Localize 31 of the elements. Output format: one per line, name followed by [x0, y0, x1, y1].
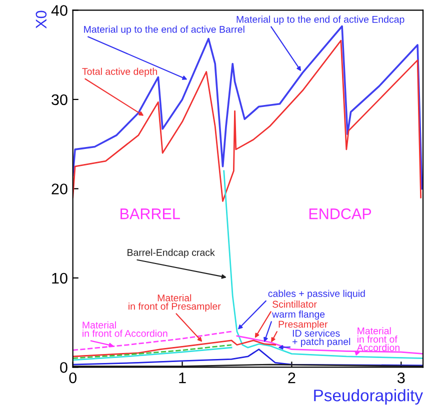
line-series	[236, 335, 424, 355]
annotation: Barrel-Endcap crack	[128, 248, 215, 258]
annotation: Material in front of Accordion	[356, 327, 400, 352]
x-tick-label: 3	[397, 372, 405, 384]
x-tick-label: 1	[179, 372, 186, 384]
y-tick-label: 10	[52, 272, 68, 284]
annotation: Scintillator	[272, 300, 317, 308]
line-series	[72, 40, 422, 202]
x-tick-label: 0	[69, 372, 76, 384]
y-tick-label: 30	[52, 94, 68, 106]
line-series	[72, 340, 276, 358]
line-series	[223, 170, 424, 359]
annotation: Material up to the end of active Endcap	[236, 16, 404, 25]
annotation: Total active depth	[82, 68, 157, 77]
x-tick-label: 2	[288, 372, 296, 384]
annotation: Material in front of Presampler	[128, 294, 221, 312]
annotation: Material up to the end of active Barrel	[84, 26, 244, 35]
annotation: ENDCAP	[309, 208, 372, 220]
y-axis-title: X0	[36, 10, 47, 29]
annotation: cables + passive liquid	[268, 290, 365, 299]
y-tick-label: 20	[52, 184, 68, 194]
line-series	[72, 330, 232, 351]
annotation: warm flange	[272, 310, 325, 320]
annotation: ID services + patch panel	[292, 330, 350, 347]
annotation: Material in front of Accordion	[82, 321, 168, 337]
line-series	[72, 25, 423, 190]
x-axis-title: Pseudorapidity	[314, 389, 423, 405]
y-tick-label: 40	[51, 5, 68, 16]
annotation: Presampler	[278, 320, 328, 330]
y-tick-label: 0	[60, 362, 68, 373]
annotation: BARREL	[120, 208, 180, 220]
